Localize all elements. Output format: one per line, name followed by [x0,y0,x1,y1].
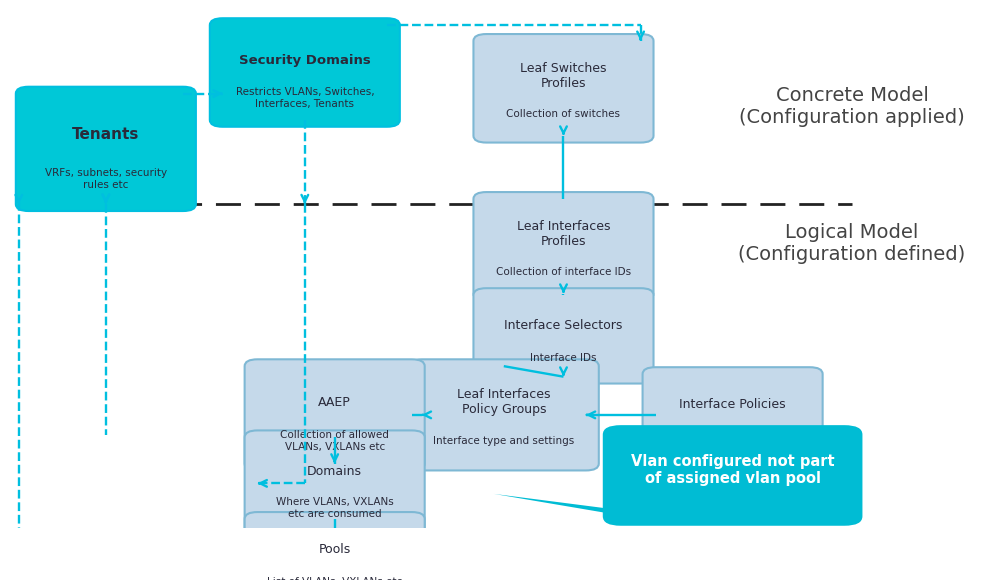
Text: List of VLANs, VXLANs etc: List of VLANs, VXLANs etc [267,577,403,580]
Text: VRFs, subnets, security
rules etc: VRFs, subnets, security rules etc [45,168,167,190]
Text: Where VLANs, VXLANs
etc are consumed: Where VLANs, VXLANs etc are consumed [276,498,394,519]
Text: Interface Selectors: Interface Selectors [504,319,622,332]
Polygon shape [494,494,658,515]
Text: Leaf Switches
Profiles: Leaf Switches Profiles [520,62,606,90]
FancyBboxPatch shape [474,288,653,383]
FancyBboxPatch shape [409,359,598,470]
Text: Collection of allowed
VLANs, VXLANs etc: Collection of allowed VLANs, VXLANs etc [281,430,389,452]
Text: Concrete Model
(Configuration applied): Concrete Model (Configuration applied) [739,86,965,127]
FancyBboxPatch shape [245,430,425,536]
Text: Interface settings: Interface settings [686,432,778,442]
FancyBboxPatch shape [602,425,862,525]
Text: Collection of switches: Collection of switches [506,109,620,119]
FancyBboxPatch shape [642,367,822,462]
Text: Interface Policies: Interface Policies [679,398,786,411]
Text: Restricts VLANs, Switches,
Interfaces, Tenants: Restricts VLANs, Switches, Interfaces, T… [236,88,375,109]
FancyBboxPatch shape [16,87,196,211]
Text: Interface IDs: Interface IDs [530,353,596,363]
FancyBboxPatch shape [245,512,425,580]
FancyBboxPatch shape [245,359,425,470]
FancyBboxPatch shape [474,192,653,300]
FancyBboxPatch shape [210,18,400,127]
Text: Domains: Domains [307,465,363,478]
Text: Security Domains: Security Domains [239,54,371,67]
Text: Vlan configured not part
of assigned vlan pool: Vlan configured not part of assigned vla… [630,454,834,487]
Text: Leaf Interfaces
Policy Groups: Leaf Interfaces Policy Groups [458,388,550,416]
Text: Logical Model
(Configuration defined): Logical Model (Configuration defined) [738,223,966,264]
Text: Collection of interface IDs: Collection of interface IDs [496,267,631,277]
Text: AAEP: AAEP [319,396,351,409]
Text: Pools: Pools [319,543,351,556]
Text: Tenants: Tenants [72,127,140,142]
Text: Leaf Interfaces
Profiles: Leaf Interfaces Profiles [516,220,610,248]
Text: Interface type and settings: Interface type and settings [434,436,574,446]
FancyBboxPatch shape [474,34,653,143]
